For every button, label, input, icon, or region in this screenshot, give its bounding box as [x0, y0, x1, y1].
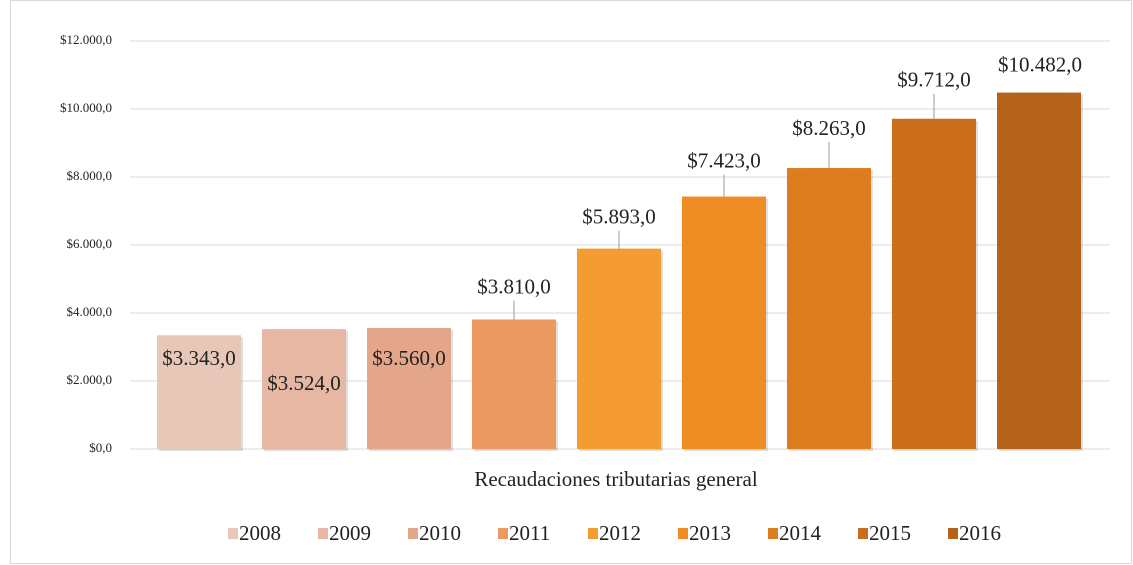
legend-label: 2010 [419, 521, 461, 545]
legend-swatch [678, 528, 688, 539]
bar-sheen [997, 92, 1081, 449]
legend-swatch [498, 528, 508, 539]
x-tick-label: Recaudaciones tributarias general [474, 467, 758, 491]
data-label: $3.810,0 [477, 274, 551, 298]
bar-sheen [892, 118, 976, 450]
y-tick-label: $6.000,0 [67, 236, 113, 251]
bar-sheen [577, 248, 661, 449]
chart-border [10, 0, 1132, 564]
y-tick-label: $0,0 [89, 440, 112, 455]
legend-swatch [228, 528, 238, 539]
legend-label: 2012 [599, 521, 641, 545]
legend-label: 2008 [239, 521, 281, 545]
legend-swatch [588, 528, 598, 539]
legend-label: 2014 [779, 521, 822, 545]
bar-sheen [262, 329, 346, 449]
y-tick-label: $2.000,0 [67, 372, 113, 387]
legend-swatch [408, 528, 418, 539]
bar-sheen [472, 319, 556, 449]
data-label: $9.712,0 [897, 68, 971, 92]
legend-label: 2009 [329, 521, 371, 545]
legend-label: 2016 [959, 521, 1001, 545]
y-tick-label: $12.000,0 [60, 32, 112, 47]
legend-label: 2011 [509, 521, 550, 545]
bar-sheen [787, 168, 871, 450]
data-label: $7.423,0 [687, 148, 761, 172]
data-label: $8.263,0 [792, 116, 866, 140]
data-label: $3.343,0 [162, 346, 236, 370]
data-label: $5.893,0 [582, 204, 656, 228]
legend-swatch [858, 528, 868, 539]
data-label: $10.482,0 [998, 52, 1082, 76]
bar-sheen [367, 327, 451, 449]
bar-sheen [157, 335, 241, 449]
legend-swatch [948, 528, 958, 539]
bar-sheen [682, 196, 766, 449]
legend-swatch [768, 528, 778, 539]
y-tick-label: $10.000,0 [60, 100, 112, 115]
y-tick-label: $8.000,0 [67, 168, 113, 183]
legend-swatch [318, 528, 328, 539]
data-label: $3.560,0 [372, 346, 446, 370]
legend-label: 2013 [689, 521, 731, 545]
y-tick-label: $4.000,0 [67, 304, 113, 319]
data-label: $3.524,0 [267, 371, 341, 395]
legend-label: 2015 [869, 521, 911, 545]
